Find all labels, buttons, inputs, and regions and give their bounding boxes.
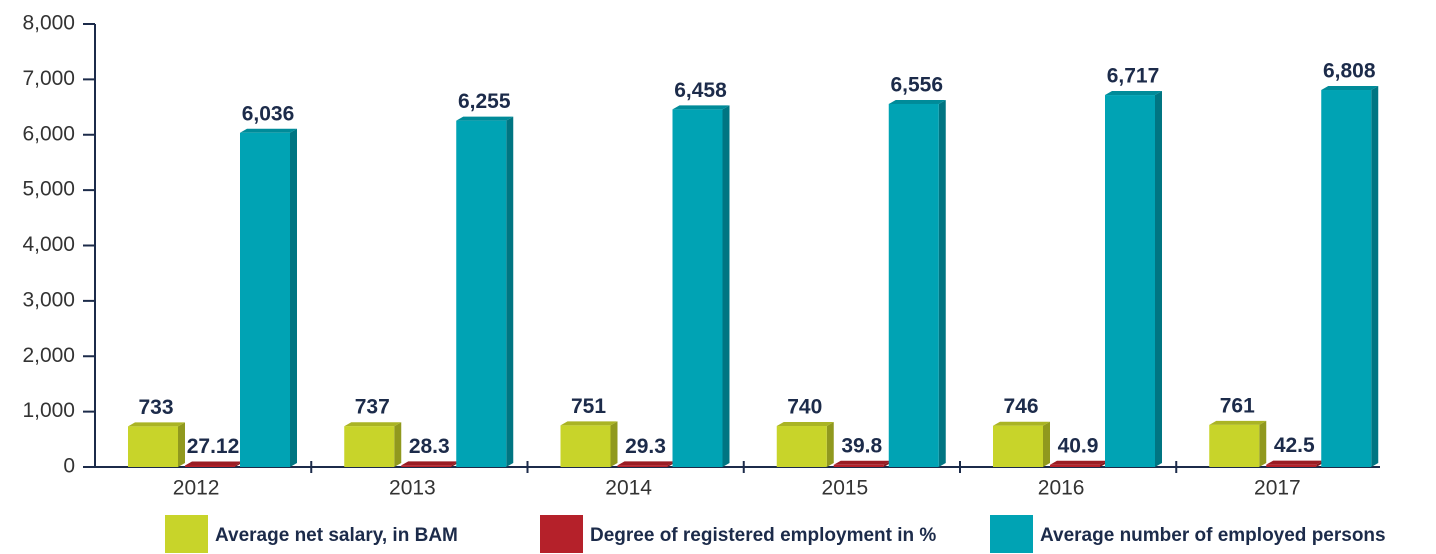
bar-side [394, 422, 402, 467]
data-label: 6,036 [242, 102, 295, 125]
bar-side [1043, 421, 1050, 467]
bar-top [888, 99, 946, 104]
x-tick-label: 2012 [173, 477, 220, 500]
bar-top [344, 422, 402, 427]
bar [344, 426, 395, 467]
data-label: 6,255 [458, 90, 511, 113]
data-label: 42.5 [1274, 434, 1315, 457]
data-label: 733 [138, 396, 173, 419]
data-label: 40.9 [1058, 434, 1099, 457]
bar [1050, 464, 1100, 467]
legend-label: Average net salary, in BAM [215, 525, 458, 546]
data-label: 761 [1220, 394, 1255, 417]
legend-swatch [540, 515, 583, 553]
data-label: 6,556 [890, 74, 943, 97]
bar [128, 426, 178, 467]
bar-side [610, 421, 618, 467]
bar-side [290, 128, 297, 467]
legend-swatch [990, 515, 1033, 553]
x-tick-label: 2013 [389, 477, 436, 500]
bar-top [240, 128, 297, 133]
x-tick-label: 2017 [1254, 477, 1301, 500]
data-label: 39.8 [841, 434, 882, 457]
bar-top [776, 422, 834, 427]
y-tick-label: 7,000 [22, 67, 75, 90]
bar-top [1105, 91, 1162, 96]
bar-side [826, 422, 834, 467]
bar-top [1266, 460, 1324, 465]
bar-top [1209, 420, 1267, 425]
bar [1266, 464, 1317, 467]
bar [185, 465, 235, 467]
bar-side [722, 105, 730, 468]
bar-side [1259, 420, 1267, 467]
bar [993, 425, 1043, 467]
bar [833, 464, 884, 467]
x-tick-label: 2016 [1038, 477, 1085, 500]
bar [240, 132, 290, 467]
bar-top [833, 460, 891, 465]
bar-top [128, 422, 185, 427]
bar [401, 465, 452, 467]
bar-top [401, 461, 459, 466]
data-label: 751 [571, 395, 606, 418]
bar-top [1050, 460, 1107, 465]
y-tick-label: 1,000 [22, 399, 75, 422]
y-tick-label: 8,000 [22, 12, 75, 35]
bar-top [993, 421, 1050, 426]
data-label: 6,458 [674, 79, 727, 102]
bar [560, 425, 611, 467]
bar-side [178, 422, 185, 467]
data-label: 28.3 [409, 435, 450, 458]
bar [1321, 90, 1372, 467]
y-tick-label: 6,000 [22, 122, 75, 145]
legend-label: Degree of registered employment in % [590, 525, 936, 546]
data-label: 29.3 [625, 435, 666, 458]
bar-top [560, 421, 618, 426]
bar-top [456, 116, 514, 121]
y-tick-label: 4,000 [22, 233, 75, 256]
bar [672, 109, 723, 468]
y-tick-label: 2,000 [22, 344, 75, 367]
bar-top [672, 105, 730, 110]
legend-swatch [165, 515, 208, 553]
bar-top [185, 461, 242, 466]
bar-side [1155, 91, 1162, 467]
data-label: 27.12 [187, 435, 240, 458]
y-tick-label: 5,000 [22, 178, 75, 201]
data-label: 6,717 [1107, 65, 1160, 88]
bar-top [617, 461, 675, 466]
data-label: 740 [787, 396, 822, 419]
x-tick-label: 2015 [822, 477, 869, 500]
y-tick-label: 3,000 [22, 288, 75, 311]
bar [617, 465, 668, 467]
bar [456, 120, 507, 468]
bar [888, 103, 939, 468]
bar-side [938, 99, 946, 468]
data-label: 746 [1003, 395, 1038, 418]
y-tick-label: 0 [63, 455, 75, 478]
bar [1209, 424, 1260, 467]
bar-side [1371, 86, 1379, 467]
bar-side [506, 116, 514, 468]
x-tick-label: 2014 [605, 477, 652, 500]
bar [1105, 95, 1155, 467]
data-label: 6,808 [1323, 60, 1376, 83]
data-label: 737 [355, 396, 390, 419]
bar-top [1321, 86, 1379, 91]
bar [776, 426, 827, 467]
legend-label: Average number of employed persons [1040, 525, 1386, 546]
